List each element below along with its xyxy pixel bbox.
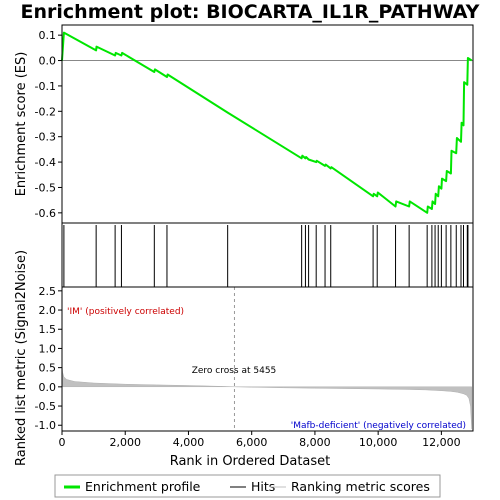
x-tick-label: 2,000 (109, 436, 141, 449)
x-axis-label: Rank in Ordered Dataset (170, 454, 331, 469)
es-profile-line (61, 31, 473, 214)
es-ytick-label: -0.3 (35, 131, 56, 144)
x-tick-label: 10,000 (359, 436, 398, 449)
es-panel: 0.1 0.0 -0.1 -0.2 -0.3 -0.4 -0.5 -0.6 Enrichmen… (14, 24, 474, 224)
metric-y-label: Ranked list metric (Signal2Noise) (14, 250, 29, 466)
x-tick-label: 6,000 (236, 436, 268, 449)
es-ytick-label: -0.5 (35, 181, 56, 194)
legend-enrichment-label: Enrichment profile (85, 479, 201, 494)
es-curve (61, 31, 473, 214)
legend-hits-label: Hits (251, 479, 275, 494)
es-ytick-label: 0.0 (39, 55, 57, 68)
x-tick-label: 0 (59, 436, 66, 449)
legend-box (54, 474, 441, 498)
positive-correlation-label: 'IM' (positively correlated) (67, 307, 184, 317)
legend-metric-label: Ranking metric scores (291, 479, 430, 494)
x-tick-label: 4,000 (173, 436, 205, 449)
metric-ytick-label: -0.5 (35, 400, 56, 413)
es-ytick-label: 0.1 (39, 29, 57, 42)
metric-ytick-label: 2.0 (39, 304, 57, 317)
hits-panel (61, 222, 474, 288)
metric-ytick-label: 2.5 (39, 285, 57, 298)
zero-cross-label: Zero cross at 5455 (192, 366, 277, 376)
metric-y-ticks: 2.5 2.0 1.5 1.0 0.5 0.0 -0.5 -1.0 (35, 285, 62, 432)
x-tick-label: 8,000 (299, 436, 331, 449)
metric-ytick-label: -1.0 (35, 419, 56, 432)
x-ticks: 0 2,000 4,000 6,000 8,000 10,000 12,000 (59, 431, 461, 449)
metric-panel: 2.5 2.0 1.5 1.0 0.5 0.0 -0.5 -1.0 'IM' (positiv… (14, 250, 474, 466)
hits-lines (63, 225, 469, 287)
metric-ytick-label: 1.5 (39, 323, 57, 336)
metric-fill-area (61, 362, 472, 430)
es-ytick-label: -0.1 (35, 80, 56, 93)
metric-ytick-label: 0.0 (39, 381, 57, 394)
chart-title: Enrichment plot: BIOCARTA_IL1R_PATHWAY (21, 1, 480, 23)
x-tick-label: 12,000 (422, 436, 461, 449)
metric-ytick-label: 1.0 (39, 342, 57, 355)
metric-ytick-label: 0.5 (39, 362, 57, 375)
es-ytick-label: -0.6 (35, 207, 56, 220)
metric-area (61, 362, 472, 430)
negative-correlation-label: 'Mafb-deficient' (negatively correlated) (291, 421, 466, 431)
es-ytick-label: -0.4 (35, 156, 56, 169)
es-ytick-label: -0.2 (35, 105, 56, 118)
es-y-ticks: 0.1 0.0 -0.1 -0.2 -0.3 -0.4 -0.5 -0.6 (35, 29, 62, 220)
metric-frame (61, 286, 474, 432)
hits-frame (61, 222, 474, 288)
es-y-label: Enrichment score (ES) (14, 52, 29, 197)
legend: Enrichment profile Hits Ranking metric s… (54, 474, 441, 498)
metric-plot-area (62, 287, 473, 431)
